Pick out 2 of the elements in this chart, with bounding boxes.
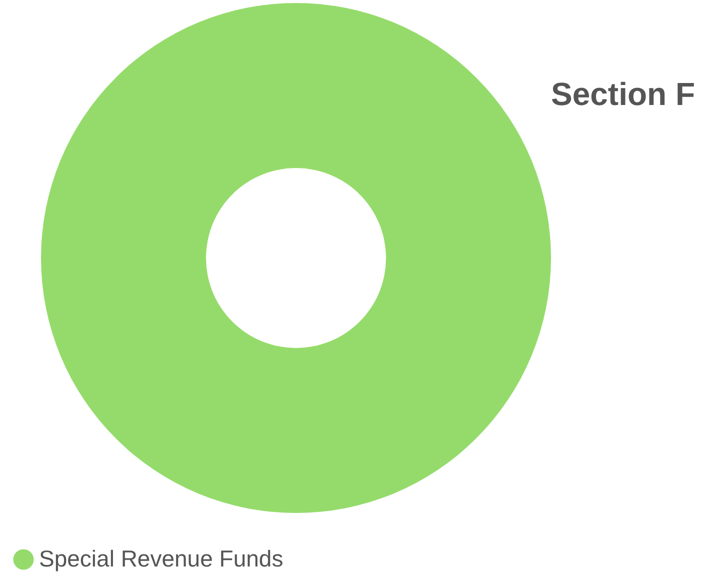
text: Section F <box>550 76 695 112</box>
legend-label: Special Revenue Funds <box>39 546 284 572</box>
